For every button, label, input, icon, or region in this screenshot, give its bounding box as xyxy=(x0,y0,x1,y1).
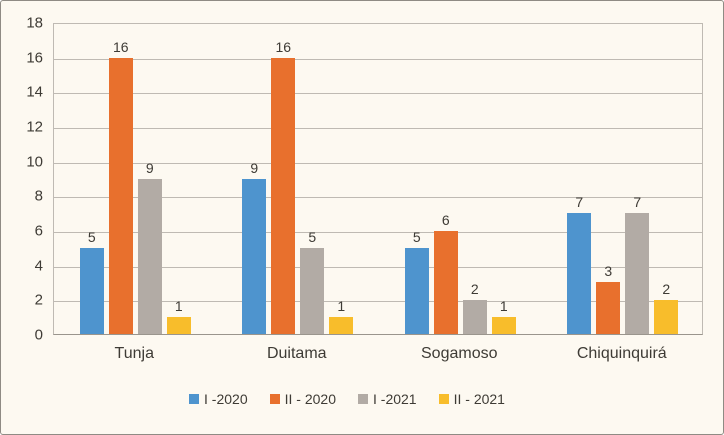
bar-cell: 6 xyxy=(433,24,458,334)
y-tick-label: 4 xyxy=(34,257,43,275)
gridline xyxy=(54,266,702,268)
bar-value-label: 1 xyxy=(499,297,508,314)
bar-cell: 3 xyxy=(596,24,621,334)
bar-group-chiquinquirá: 7 3 7 2 xyxy=(567,24,679,334)
bar-cell: 5 xyxy=(79,24,104,334)
legend-label: I -2020 xyxy=(204,391,248,407)
legend-swatch-ii-2020 xyxy=(269,394,280,404)
legend-label: I -2021 xyxy=(373,391,417,407)
gridline xyxy=(54,301,702,303)
y-tick-label: 14 xyxy=(26,83,43,101)
bar-value-label: 6 xyxy=(441,211,450,228)
gridline xyxy=(54,162,702,164)
y-tick-label: 16 xyxy=(26,49,43,67)
bar-cell: 7 xyxy=(625,24,650,334)
bar-ii-2020-duitama xyxy=(271,58,296,334)
y-tick-label: 0 xyxy=(34,326,43,344)
legend-item-i-2020: I -2020 xyxy=(189,391,248,407)
bar-i-2020-chiquinquirá xyxy=(567,213,592,334)
bar-value-label: 16 xyxy=(112,39,129,56)
bar-group-tunja: 5 16 9 1 xyxy=(79,24,191,334)
bar-cell: 7 xyxy=(567,24,592,334)
bar-cell: 1 xyxy=(491,24,516,334)
bar-value-label: 16 xyxy=(275,39,292,56)
legend: I -2020 II - 2020 I -2021 II - 2021 xyxy=(1,391,693,407)
bar-value-label: 5 xyxy=(87,228,96,245)
bar-value-label: 1 xyxy=(337,297,346,314)
bar-cell: 9 xyxy=(137,24,162,334)
gridline xyxy=(54,58,702,60)
bar-i-2020-tunja xyxy=(79,247,104,334)
y-tick-label: 8 xyxy=(34,187,43,205)
legend-swatch-i-2020 xyxy=(189,394,200,404)
bar-ii-2021-tunja xyxy=(166,316,191,334)
legend-item-ii-2021: II - 2021 xyxy=(438,391,505,407)
bar-i-2021-tunja xyxy=(137,179,162,334)
bar-ii-2020-chiquinquirá xyxy=(596,282,621,334)
y-tick-label: 2 xyxy=(34,291,43,309)
gridline xyxy=(54,232,702,233)
bar-value-label: 7 xyxy=(633,194,642,211)
y-tick-label: 10 xyxy=(26,153,43,171)
bar-cell: 1 xyxy=(166,24,191,334)
plot-area: 5 16 9 1 9 16 5 1 5 6 2 1 7 3 7 2 xyxy=(53,23,703,335)
x-axis-label-tunja: Tunja xyxy=(114,345,154,362)
bar-i-2020-sogamoso xyxy=(404,247,429,334)
bar-ii-2020-tunja xyxy=(108,58,133,334)
bar-i-2021-duitama xyxy=(300,247,325,334)
bar-ii-2021-sogamoso xyxy=(491,316,516,334)
y-tick-label: 12 xyxy=(26,118,43,136)
gridline xyxy=(54,128,702,129)
bar-value-label: 9 xyxy=(145,160,154,176)
bar-cell: 9 xyxy=(242,24,267,334)
legend-label: II - 2020 xyxy=(284,391,336,407)
x-axis-label-duitama: Duitama xyxy=(266,345,327,362)
x-axis-label-sogamoso: Sogamoso xyxy=(421,345,498,362)
bar-cell: 2 xyxy=(462,24,487,334)
legend-item-i-2021: I -2021 xyxy=(358,391,417,407)
bar-group-sogamoso: 5 6 2 1 xyxy=(404,24,516,334)
bar-ii-2021-duitama xyxy=(329,316,354,334)
legend-swatch-ii-2021 xyxy=(438,394,449,404)
x-axis-label-chiquinquirá: Chiquinquirá xyxy=(576,345,667,362)
gridline xyxy=(54,93,702,95)
bar-ii-2021-chiquinquirá xyxy=(654,299,679,334)
bar-cell: 16 xyxy=(108,24,133,334)
bar-i-2021-sogamoso xyxy=(462,299,487,334)
legend-label: II - 2021 xyxy=(453,391,505,407)
bar-value-label: 9 xyxy=(250,160,259,176)
y-tick-label: 6 xyxy=(34,222,43,240)
bar-cell: 2 xyxy=(654,24,679,334)
bar-cell: 16 xyxy=(271,24,296,334)
bar-cell: 5 xyxy=(404,24,429,334)
bar-i-2020-duitama xyxy=(242,179,267,334)
bar-value-label: 2 xyxy=(470,280,479,297)
bar-value-label: 1 xyxy=(174,297,183,314)
bar-value-label: 3 xyxy=(604,263,613,280)
bar-value-label: 5 xyxy=(308,228,317,245)
bar-i-2021-chiquinquirá xyxy=(625,213,650,334)
y-tick-label: 18 xyxy=(26,14,43,32)
bar-value-label: 5 xyxy=(412,228,421,245)
bar-cell: 1 xyxy=(329,24,354,334)
bar-value-label: 2 xyxy=(662,280,671,297)
bar-group-duitama: 9 16 5 1 xyxy=(242,24,354,334)
bar-value-label: 7 xyxy=(575,194,584,211)
bar-cell: 5 xyxy=(300,24,325,334)
legend-swatch-i-2021 xyxy=(358,394,368,404)
bar-ii-2020-sogamoso xyxy=(433,230,458,334)
gridline xyxy=(54,197,702,199)
legend-item-ii-2020: II - 2020 xyxy=(269,391,336,407)
